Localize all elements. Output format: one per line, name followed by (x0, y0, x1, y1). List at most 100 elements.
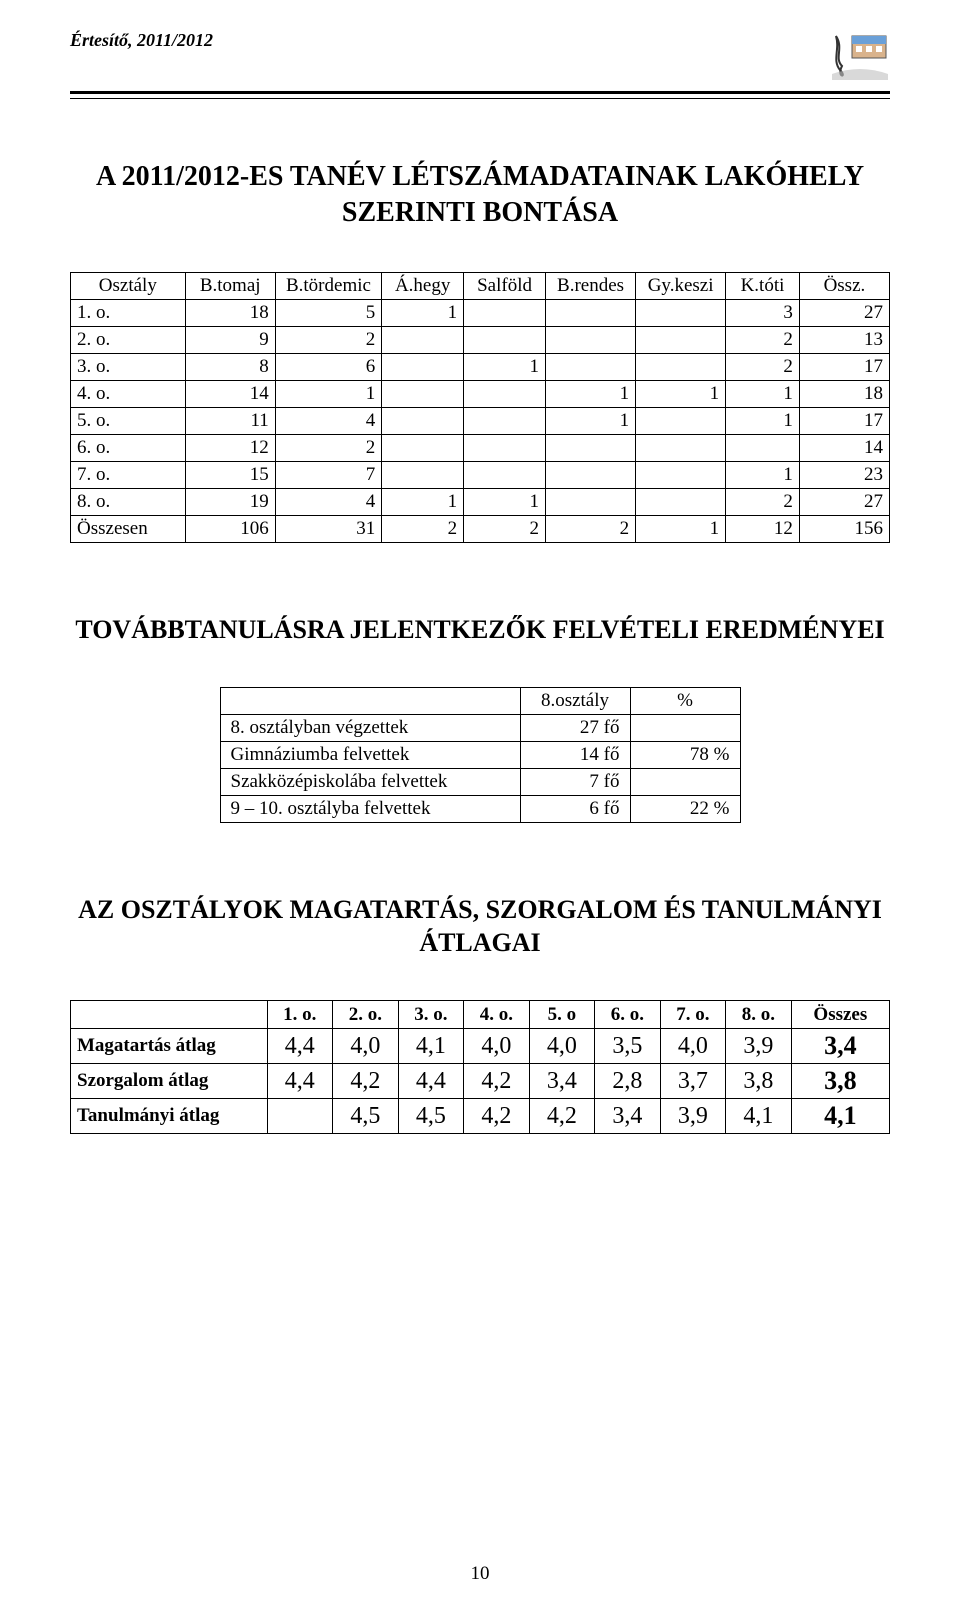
table1-row-label: 5. o. (71, 407, 186, 434)
table1-cell (636, 407, 726, 434)
table3-col-header: 6. o. (595, 1001, 661, 1029)
table1-cell: 6 (275, 353, 381, 380)
section3-title: AZ OSZTÁLYOK MAGATARTÁS, SZORGALOM ÉS TA… (70, 893, 890, 961)
table1-cell: 1 (726, 461, 800, 488)
table2-row-label: Szakközépiskolába felvettek (220, 768, 520, 795)
section3-title-line1: AZ OSZTÁLYOK MAGATARTÁS, SZORGALOM ÉS TA… (78, 895, 882, 924)
table1-cell: 5 (275, 299, 381, 326)
table1-col-header: Gy.keszi (636, 272, 726, 299)
table1-cell: 1 (726, 407, 800, 434)
table1-cell: 8 (185, 353, 275, 380)
table3-cell: 4,4 (267, 1029, 333, 1064)
table3-cell: 4,0 (529, 1029, 595, 1064)
table2-percent: 78 % (630, 741, 740, 768)
table1-cell (636, 326, 726, 353)
table2-row-label: 9 – 10. osztályba felvettek (220, 795, 520, 822)
table1-cell (382, 461, 464, 488)
table3-cell: 3,9 (726, 1029, 792, 1064)
table1-cell: 18 (185, 299, 275, 326)
table1-row-label: 4. o. (71, 380, 186, 407)
table3-cell: 4,2 (464, 1099, 530, 1134)
table2-header-cell (220, 687, 520, 714)
table3-col-header (71, 1001, 268, 1029)
table1-cell (726, 434, 800, 461)
table3-cell: 4,2 (333, 1064, 399, 1099)
table1-cell (636, 353, 726, 380)
table-admissions: 8.osztály%8. osztályban végzettek27 főGi… (220, 687, 741, 823)
section3-title-line2: ÁTLAGAI (419, 928, 540, 957)
page: Értesítő, 2011/2012 A 2011/2012-ES TANÉV (0, 0, 960, 1615)
table1-cell: 1 (636, 380, 726, 407)
table1-cell: 27 (799, 299, 889, 326)
table1-cell: 106 (185, 515, 275, 542)
table2-value: 14 fő (520, 741, 630, 768)
table3-row-label: Magatartás átlag (71, 1029, 268, 1064)
table1-col-header: Osztály (71, 272, 186, 299)
table1-col-header: Össz. (799, 272, 889, 299)
table1-cell: 12 (185, 434, 275, 461)
table1-cell: 1 (464, 488, 546, 515)
table1-cell: 18 (799, 380, 889, 407)
table1-cell: 12 (726, 515, 800, 542)
table3-cell: 3,8 (791, 1064, 889, 1099)
table3-cell: 2,8 (595, 1064, 661, 1099)
table1-cell: 1 (636, 515, 726, 542)
table1-row-label: 2. o. (71, 326, 186, 353)
table2-header-cell: 8.osztály (520, 687, 630, 714)
table3-cell: 4,4 (398, 1064, 464, 1099)
table2-header-cell: % (630, 687, 740, 714)
table3-cell: 3,4 (529, 1064, 595, 1099)
table1-cell (382, 434, 464, 461)
table1-cell: 1 (464, 353, 546, 380)
table3-col-header: 8. o. (726, 1001, 792, 1029)
table1-cell (545, 353, 635, 380)
table3-col-header: Összes (791, 1001, 889, 1029)
section2-title: TOVÁBBTANULÁSRA JELENTKEZŐK FELVÉTELI ER… (70, 613, 890, 647)
table1-col-header: B.tomaj (185, 272, 275, 299)
table1-row-label: 1. o. (71, 299, 186, 326)
table2-percent (630, 768, 740, 795)
table1-cell: 1 (382, 488, 464, 515)
table3-col-header: 3. o. (398, 1001, 464, 1029)
table3-cell: 4,5 (398, 1099, 464, 1134)
table1-cell: 156 (799, 515, 889, 542)
table1-cell: 2 (382, 515, 464, 542)
table3-cell: 3,8 (726, 1064, 792, 1099)
table1-cell: 27 (799, 488, 889, 515)
table1-cell: 17 (799, 353, 889, 380)
table3-cell: 4,1 (726, 1099, 792, 1134)
table1-cell (382, 326, 464, 353)
table3-col-header: 4. o. (464, 1001, 530, 1029)
table1-cell: 7 (275, 461, 381, 488)
table1-cell: 13 (799, 326, 889, 353)
table1-cell: 11 (185, 407, 275, 434)
table1-cell: 4 (275, 407, 381, 434)
header-title: Értesítő, 2011/2012 (70, 30, 213, 51)
table1-cell: 9 (185, 326, 275, 353)
table2-value: 7 fő (520, 768, 630, 795)
table1-cell (382, 353, 464, 380)
table3-cell: 4,1 (398, 1029, 464, 1064)
table1-cell (545, 488, 635, 515)
table1-cell: 4 (275, 488, 381, 515)
table1-cell (382, 380, 464, 407)
table1-cell: 1 (726, 380, 800, 407)
table1-cell (545, 326, 635, 353)
table3-cell: 4,5 (333, 1099, 399, 1134)
table1-cell: 15 (185, 461, 275, 488)
table1-col-header: B.tördemic (275, 272, 381, 299)
table1-col-header: K.tóti (726, 272, 800, 299)
page-header: Értesítő, 2011/2012 (70, 30, 890, 85)
crest-icon (830, 30, 890, 85)
table1-cell (636, 461, 726, 488)
table3-cell: 3,4 (595, 1099, 661, 1134)
table1-cell: 14 (799, 434, 889, 461)
table3-col-header: 5. o (529, 1001, 595, 1029)
table1-cell: 14 (185, 380, 275, 407)
table1-row-label: Összesen (71, 515, 186, 542)
table1-col-header: B.rendes (545, 272, 635, 299)
table1-cell: 1 (382, 299, 464, 326)
page-number: 10 (0, 1563, 960, 1585)
section1-title-line2: SZERINTI BONTÁSA (342, 197, 618, 228)
table1-cell: 3 (726, 299, 800, 326)
